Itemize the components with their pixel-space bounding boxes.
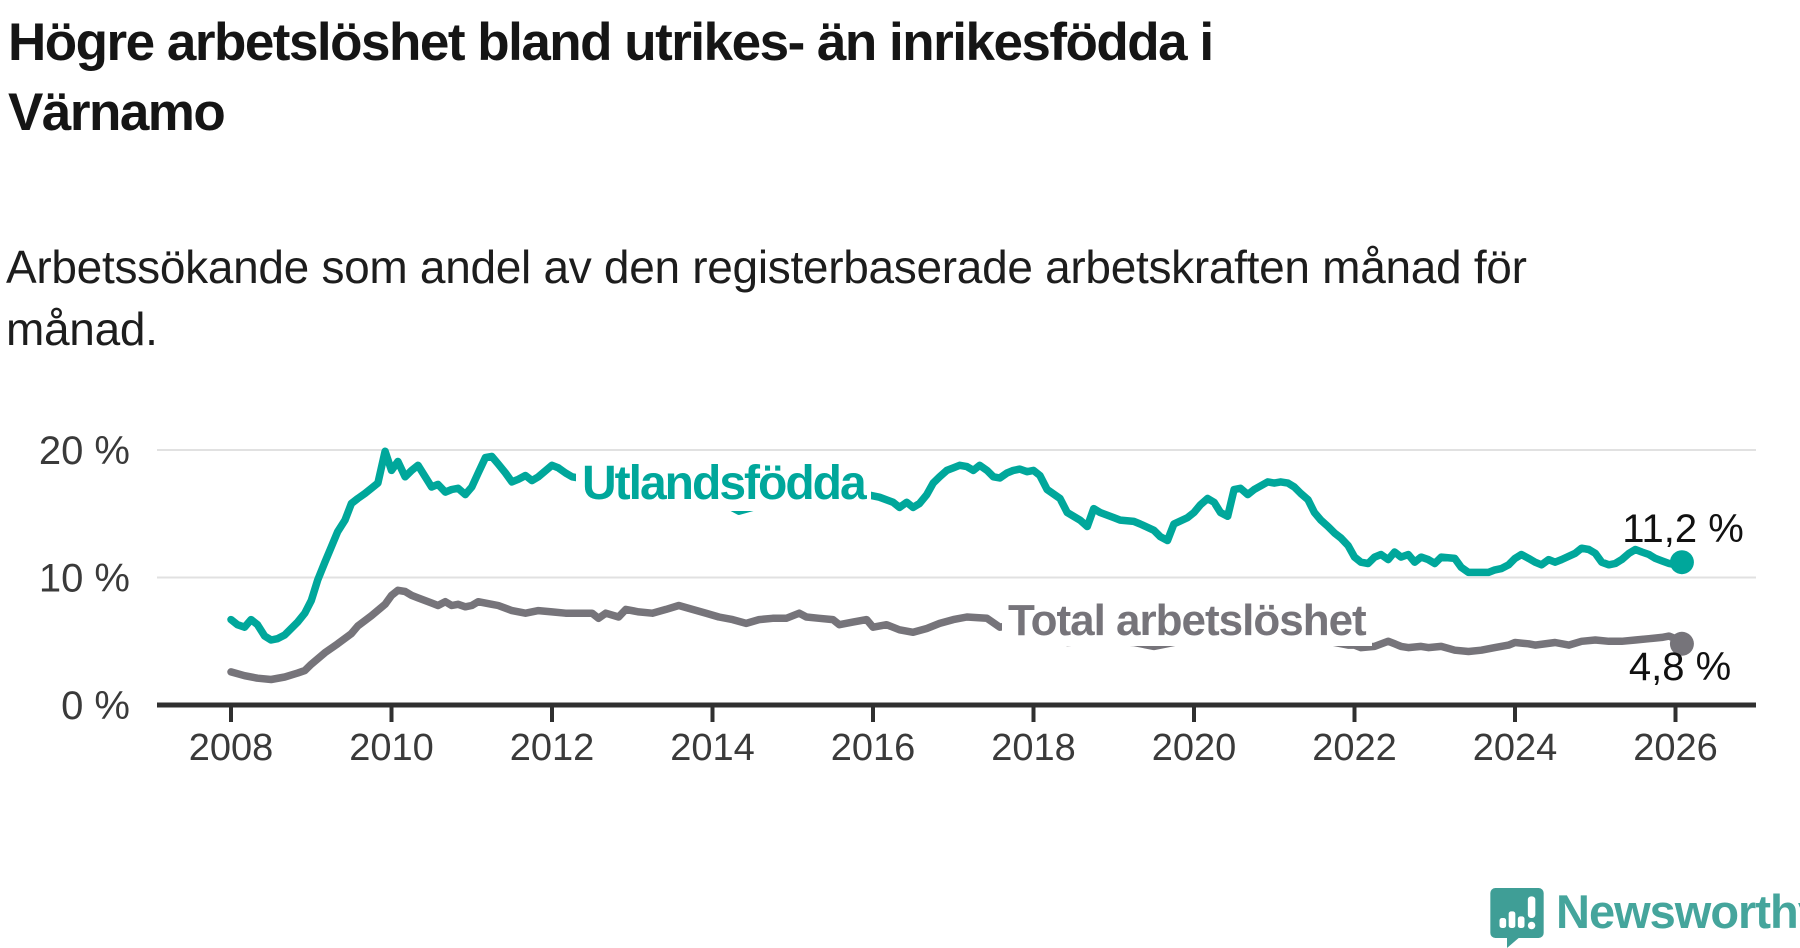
y-axis-label-0: 0 % bbox=[61, 684, 130, 728]
x-axis-label-2024: 2024 bbox=[1473, 727, 1558, 769]
x-axis-label-2016: 2016 bbox=[831, 727, 916, 769]
x-axis-label-2014: 2014 bbox=[670, 727, 755, 769]
x-axis-label-2020: 2020 bbox=[1152, 727, 1237, 769]
end-value-label-utlandsfodda: 11,2 % bbox=[1622, 507, 1744, 551]
logo-bubble-shape bbox=[1490, 888, 1544, 948]
page-title-line1: Högre arbetslöshet bland utrikes- än inr… bbox=[8, 13, 1214, 72]
series-label-total-arbetsloshet: Total arbetslöshet bbox=[1002, 596, 1372, 646]
x-axis-label-2008: 2008 bbox=[189, 727, 274, 769]
x-axis-label-2026: 2026 bbox=[1633, 727, 1718, 769]
x-axis-label-2012: 2012 bbox=[510, 727, 595, 769]
chart-subtitle-line1: Arbetssökande som andel av den registerb… bbox=[6, 241, 1527, 293]
page-title-line2: Värnamo bbox=[8, 83, 226, 142]
chart-subtitle-line2: månad. bbox=[6, 303, 158, 355]
page-title: Högre arbetslöshet bland utrikes- än inr… bbox=[8, 8, 1568, 148]
series-line-total bbox=[227, 586, 1686, 684]
series-line-utlandsfodda bbox=[227, 447, 1686, 644]
x-axis-label-2018: 2018 bbox=[991, 727, 1076, 769]
end-value-label-total: 4,8 % bbox=[1628, 645, 1732, 689]
chart-subtitle: Arbetssökande som andel av den registerb… bbox=[6, 236, 1606, 360]
y-axis-label-20: 20 % bbox=[39, 429, 130, 473]
series-end-dot-total bbox=[1669, 631, 1694, 656]
series-end-dot-utlandsfodda bbox=[1669, 550, 1694, 575]
x-axis-label-2010: 2010 bbox=[349, 727, 434, 769]
y-axis-label-10: 10 % bbox=[39, 557, 130, 601]
newsworthy-logo-icon bbox=[1490, 888, 1544, 948]
series-label-utlandsfodda: Utlandsfödda bbox=[576, 456, 871, 511]
x-axis-label-2022: 2022 bbox=[1312, 727, 1397, 769]
newsworthy-logo-text: Newsworthy bbox=[1556, 885, 1800, 938]
